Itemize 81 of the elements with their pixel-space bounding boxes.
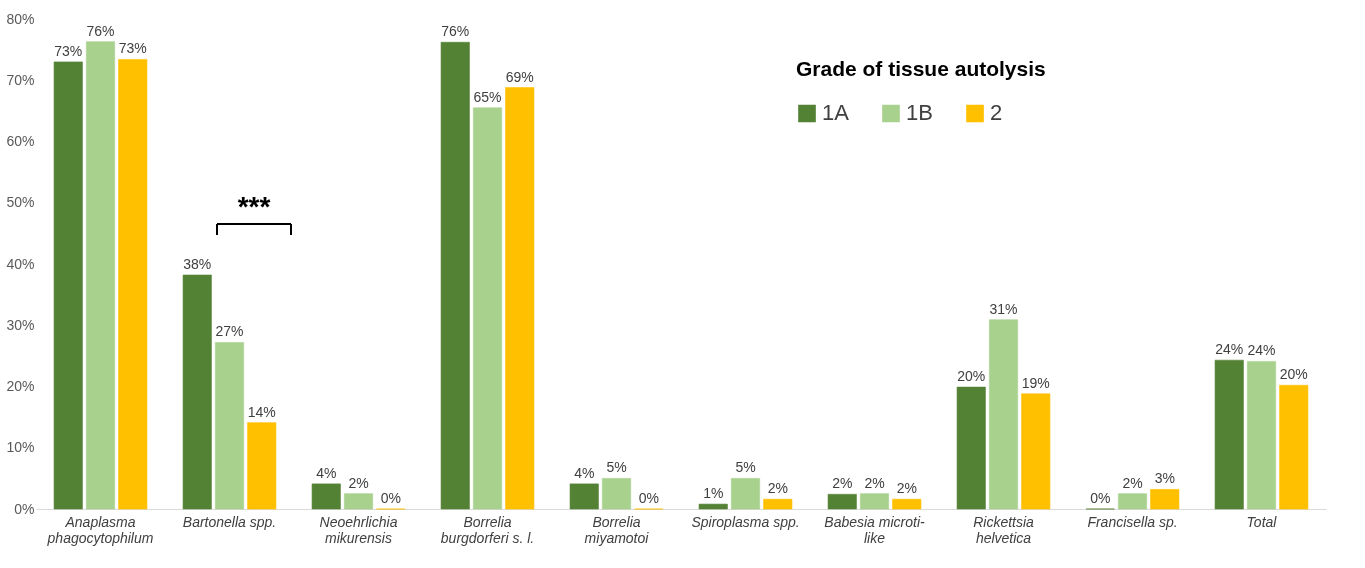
data-label: 20% [1279,366,1308,383]
bar [473,107,502,510]
data-label: 76% [441,23,470,40]
y-tick-label: 40% [6,255,35,272]
annotation: *** [237,191,271,222]
x-tick-label: Borrelia miyamotoi [584,513,650,546]
bar [1247,361,1276,510]
x-tick-label: Spiroplasma spp. [691,513,800,530]
bar [505,87,535,510]
bar [440,41,470,510]
y-tick-label: 10% [6,439,35,456]
data-label: 5% [606,459,627,476]
data-label: 65% [473,88,502,105]
legend-label: 1B [906,100,933,126]
y-tick-label: 80% [6,10,35,27]
bar [698,503,728,510]
data-label: 2% [896,480,917,497]
data-label: 0% [1090,490,1111,506]
data-label: 38% [183,256,212,273]
data-label: 69% [505,68,534,85]
y-tick-label: 60% [6,133,35,149]
bar [989,319,1018,510]
data-label: 1% [703,485,724,502]
y-tick-label: 20% [6,378,35,394]
bar [53,61,83,510]
bar [344,493,373,510]
bar [569,483,599,510]
x-tick-label: Babesia microti- like [824,513,926,546]
bar [827,494,857,510]
data-label: 0% [380,490,401,506]
data-label: 31% [989,300,1018,317]
x-tick-label: Francisella sp. [1087,513,1178,530]
x-tick-label: Borrelia burgdorferi s. l. [440,513,535,546]
data-label: 14% [247,403,276,420]
data-label: 2% [1122,474,1143,491]
data-label: 20% [957,368,986,385]
x-tick-label: Anaplasma phagocytophilum [46,513,154,546]
y-tick-label: 0% [14,500,35,517]
data-label: 27% [215,323,244,340]
data-label: 5% [735,459,756,476]
bar [118,59,148,510]
bar [182,274,212,510]
bar [602,478,631,510]
x-tick-label: Rickettsia helvetica [973,513,1035,546]
data-label: 73% [118,40,147,57]
x-tick-label: Bartonella spp. [182,513,277,530]
data-label: 76% [86,22,115,39]
y-tick-label: 30% [6,316,35,333]
bar [1214,359,1244,510]
y-tick-label: 50% [6,194,35,211]
legend-label: 2 [990,100,1003,126]
y-tick-label: 70% [6,71,35,88]
data-label: 24% [1215,341,1244,358]
data-label: 19% [1021,374,1050,391]
bar [311,483,341,510]
bar [956,386,986,510]
bar [1150,489,1180,510]
data-label: 2% [348,474,369,491]
data-label: 2% [864,474,885,491]
bar [1021,393,1051,510]
data-label: 4% [316,464,337,481]
data-label: 2% [767,480,788,497]
data-label: 3% [1154,470,1175,487]
bar [247,422,277,510]
bar [215,342,244,510]
legend-title: Grade of tissue autolysis [796,57,1046,80]
data-label: 4% [574,464,595,481]
bar [731,478,760,510]
data-label: 0% [638,490,659,506]
bar [1118,493,1147,510]
bar [1279,384,1309,510]
bar [860,493,889,510]
data-label: 73% [54,42,83,59]
data-label: 24% [1247,342,1276,359]
x-tick-label: Total [1246,513,1278,530]
legend-label: 1A [822,100,850,126]
bar [892,498,922,510]
data-label: 2% [832,475,853,492]
x-tick-label: Neoehrlichia mikurensis [319,513,398,546]
bar [763,498,793,510]
bar [86,41,115,510]
